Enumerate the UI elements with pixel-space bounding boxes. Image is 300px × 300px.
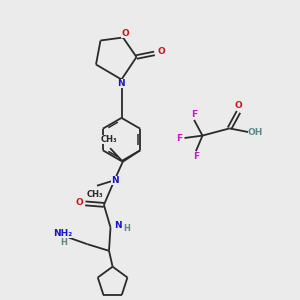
Text: H: H — [123, 224, 130, 233]
Text: F: F — [193, 152, 199, 161]
Text: O: O — [157, 47, 165, 56]
Text: N: N — [115, 221, 122, 230]
Text: N: N — [117, 79, 125, 88]
Text: F: F — [191, 110, 197, 119]
Text: F: F — [176, 134, 182, 142]
Text: CH₃: CH₃ — [101, 135, 118, 144]
Text: N: N — [111, 176, 118, 185]
Text: CH₃: CH₃ — [86, 190, 103, 199]
Text: NH₂: NH₂ — [53, 229, 72, 238]
Text: O: O — [235, 101, 242, 110]
Text: OH: OH — [248, 128, 263, 137]
Text: O: O — [121, 29, 129, 38]
Text: H: H — [60, 238, 67, 247]
Text: O: O — [75, 198, 83, 207]
